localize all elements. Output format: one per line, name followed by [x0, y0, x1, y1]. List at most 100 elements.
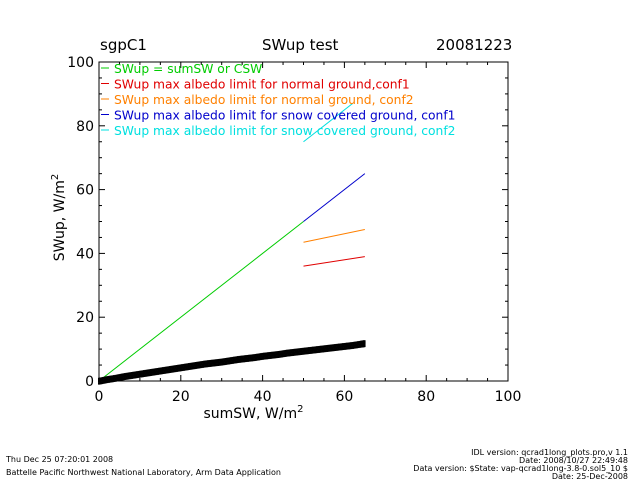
scatter-point — [160, 371, 164, 375]
scatter-point — [241, 357, 244, 361]
y-tick-label: 80 — [76, 119, 94, 135]
scatter-point — [181, 364, 184, 367]
scatter-point — [179, 364, 183, 367]
scatter-point — [297, 350, 300, 354]
scatter-point — [226, 360, 229, 363]
scatter-point — [282, 352, 285, 355]
scatter-point — [352, 341, 356, 345]
scatter-point — [321, 347, 324, 351]
scatter-point — [339, 343, 342, 346]
scatter-point — [222, 362, 225, 366]
scatter-point — [267, 356, 270, 360]
scatter-point — [277, 350, 281, 354]
scatter-point — [358, 345, 361, 348]
scatter-point — [325, 349, 329, 352]
scatter-point — [201, 363, 205, 366]
scatter-point — [231, 361, 235, 364]
scatter-point — [222, 358, 225, 361]
scatter-point — [103, 376, 106, 380]
scatter-point — [343, 345, 346, 348]
scatter-point — [119, 378, 123, 381]
scatter-point — [357, 341, 360, 344]
scatter-point — [126, 374, 130, 378]
x-tick-label: 100 — [495, 389, 522, 405]
scatter-point — [126, 377, 130, 380]
scatter-point — [271, 351, 274, 355]
scatter-point — [117, 374, 120, 377]
scatter-point — [273, 351, 277, 354]
scatter-point — [290, 349, 293, 352]
scatter-point — [155, 372, 158, 376]
scatter-point — [232, 361, 236, 364]
scatter-point — [230, 359, 233, 362]
scatter-point — [301, 350, 304, 353]
legend-entry: SWup max albedo limit for normal ground,… — [114, 78, 410, 92]
scatter-point — [312, 351, 315, 354]
scatter-point — [129, 376, 132, 380]
scatter-point — [260, 355, 263, 358]
scatter-point — [122, 377, 125, 381]
scatter-point — [108, 375, 112, 379]
scatter-point — [340, 347, 344, 351]
scatter-point — [234, 356, 237, 359]
scatter-point — [132, 371, 135, 375]
scatter-point — [142, 374, 146, 377]
scatter-point — [151, 368, 154, 372]
scatter-point — [162, 371, 165, 374]
scatter-point — [306, 349, 309, 352]
scatter-point — [208, 362, 211, 365]
scatter-point — [174, 367, 177, 370]
scatter-point — [190, 367, 194, 370]
scatter-point — [354, 346, 357, 349]
scatter-point — [252, 356, 255, 359]
scatter-point — [144, 369, 147, 373]
scatter-point — [234, 358, 237, 362]
scatter-point — [185, 363, 188, 366]
scatter-point — [127, 376, 131, 380]
scatter-point — [156, 372, 160, 375]
scatter-point — [332, 344, 335, 347]
scatter-point — [136, 373, 139, 376]
scatter-point — [246, 359, 250, 362]
scatter-point — [336, 346, 339, 349]
scatter-point — [220, 358, 224, 362]
scatter-point — [279, 352, 282, 356]
x-tick-label: 20 — [172, 389, 190, 405]
scatter-point — [205, 362, 209, 366]
scatter-point — [329, 349, 333, 352]
scatter-point — [194, 364, 198, 367]
scatter-point — [269, 351, 273, 355]
scatter-point — [307, 347, 311, 350]
scatter-point — [254, 353, 258, 357]
scatter-point — [117, 376, 120, 379]
scatter-point — [192, 362, 195, 365]
scatter-point — [200, 363, 203, 366]
scatter-point — [237, 360, 240, 363]
scatter-point — [227, 357, 230, 360]
scatter-point — [171, 367, 175, 371]
scatter-point — [185, 365, 188, 369]
y-axis-label-superscript: 2 — [50, 174, 61, 180]
scatter-point — [223, 358, 226, 361]
scatter-point — [262, 352, 266, 356]
series-line — [303, 256, 365, 267]
scatter-point — [175, 367, 179, 370]
scatter-point — [292, 348, 296, 352]
scatter-point — [182, 368, 185, 371]
scatter-point — [175, 365, 179, 368]
scatter-point — [164, 371, 168, 374]
scatter-point — [290, 351, 293, 354]
date-label: 20081223 — [436, 36, 513, 54]
scatter-point — [201, 360, 205, 364]
scatter-point — [272, 356, 275, 359]
scatter-point — [331, 346, 334, 350]
scatter-point — [187, 367, 191, 370]
scatter-point — [153, 370, 157, 374]
scatter-point — [100, 377, 104, 380]
scatter-point — [104, 380, 108, 384]
scatter-point — [358, 340, 361, 344]
scatter-point — [282, 354, 285, 358]
scatter-point — [336, 343, 339, 347]
scatter-point — [108, 380, 112, 383]
scatter-point — [198, 365, 202, 369]
